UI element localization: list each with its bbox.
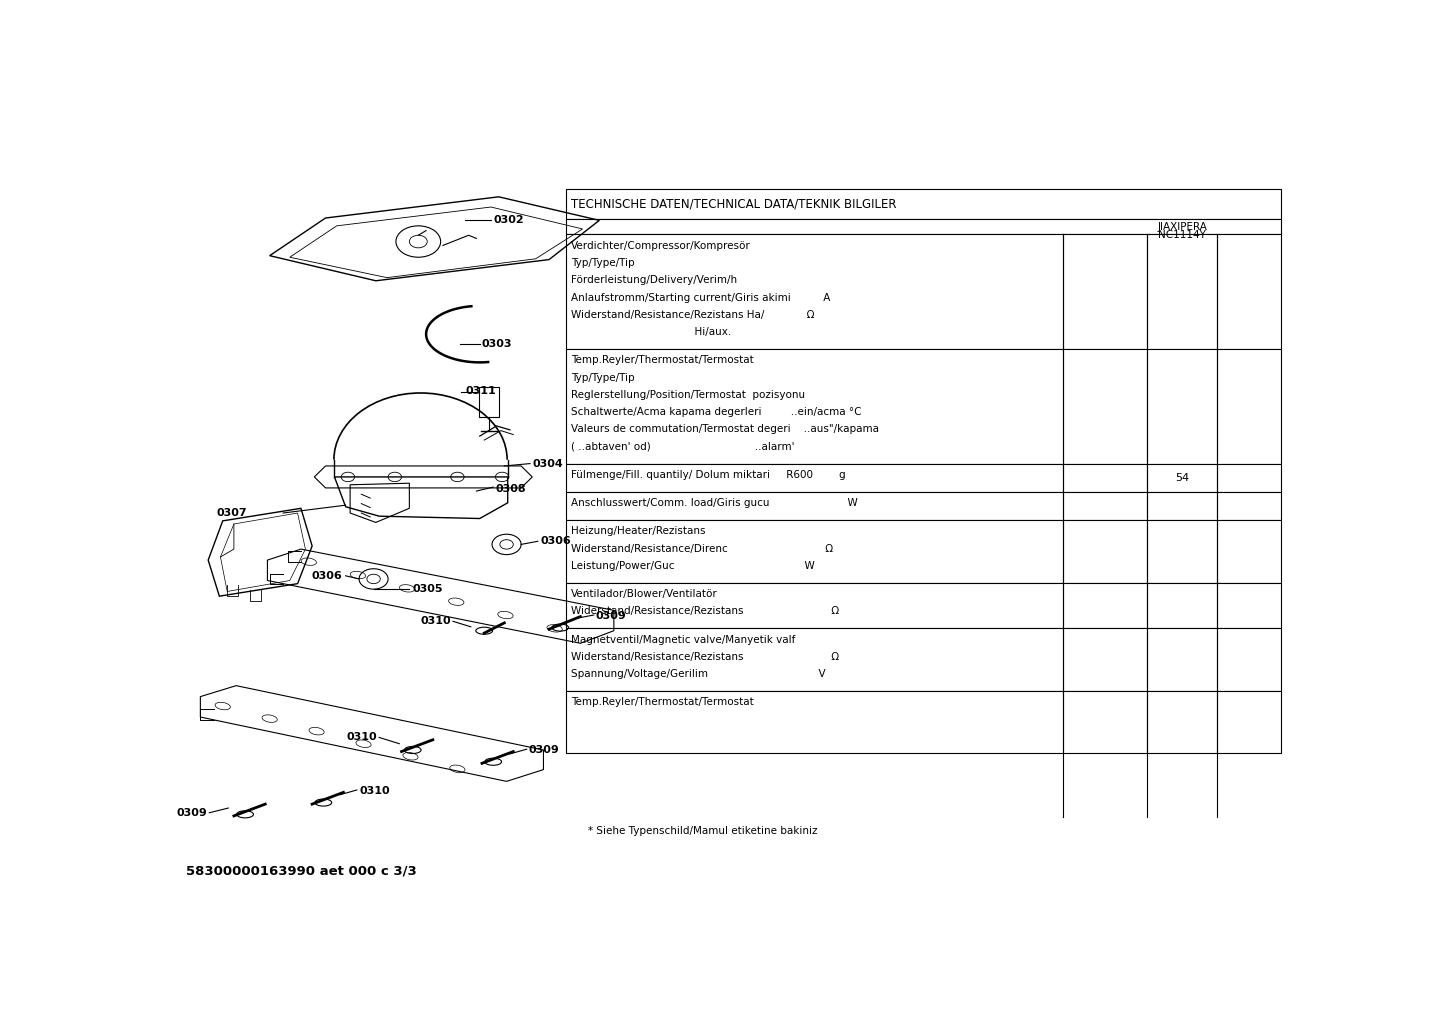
Text: 0310: 0310 <box>346 733 376 743</box>
Text: Anschlusswert/Comm. load/Giris gucu                        W: Anschlusswert/Comm. load/Giris gucu W <box>571 498 858 508</box>
Text: Temp.Reyler/Thermostat/Termostat: Temp.Reyler/Thermostat/Termostat <box>571 697 754 707</box>
Bar <box>565 189 1280 219</box>
Text: Verdichter/Compressor/Kompresör: Verdichter/Compressor/Kompresör <box>571 240 751 251</box>
Text: NC1114Y: NC1114Y <box>1158 229 1206 239</box>
Text: 0305: 0305 <box>412 584 443 594</box>
Bar <box>565 583 1280 629</box>
Text: ( ..abtaven' od)                                ..alarm': ( ..abtaven' od) ..alarm' <box>571 441 795 451</box>
Text: Hi/aux.: Hi/aux. <box>571 327 731 337</box>
Text: 0309: 0309 <box>176 808 208 818</box>
Text: 58300000163990 aet 000 c 3/3: 58300000163990 aet 000 c 3/3 <box>186 864 417 877</box>
Bar <box>565 691 1280 753</box>
Bar <box>565 234 1280 350</box>
Text: 54: 54 <box>1175 473 1190 483</box>
Text: 0307: 0307 <box>216 508 248 518</box>
Text: Widerstand/Resistance/Rezistans                           Ω: Widerstand/Resistance/Rezistans Ω <box>571 652 839 662</box>
Text: Widerstand/Resistance/Rezistans                           Ω: Widerstand/Resistance/Rezistans Ω <box>571 606 839 616</box>
Text: Widerstand/Resistance/Direnc                              Ω: Widerstand/Resistance/Direnc Ω <box>571 543 833 553</box>
Text: Schaltwerte/Acma kapama degerleri         ..ein/acma °C: Schaltwerte/Acma kapama degerleri ..ein/… <box>571 408 862 417</box>
Text: 0306: 0306 <box>311 571 342 581</box>
Text: Temp.Reyler/Thermostat/Termostat: Temp.Reyler/Thermostat/Termostat <box>571 356 754 366</box>
Text: Förderleistung/Delivery/Verim/h: Förderleistung/Delivery/Verim/h <box>571 275 737 285</box>
Text: 0309: 0309 <box>529 745 559 755</box>
Text: 0308: 0308 <box>496 484 526 493</box>
Text: Ventilador/Blower/Ventilatör: Ventilador/Blower/Ventilatör <box>571 589 718 599</box>
Text: 0304: 0304 <box>532 460 562 470</box>
Bar <box>565 464 1280 492</box>
Text: Typ/Type/Tip: Typ/Type/Tip <box>571 373 634 382</box>
Text: JIAXIPERA: JIAXIPERA <box>1156 222 1207 232</box>
Text: Fülmenge/Fill. quantily/ Dolum miktari     R600        g: Fülmenge/Fill. quantily/ Dolum miktari R… <box>571 470 846 480</box>
Text: Typ/Type/Tip: Typ/Type/Tip <box>571 258 634 268</box>
Bar <box>565 350 1280 464</box>
Bar <box>565 520 1280 583</box>
Text: Leistung/Power/Guc                                        W: Leistung/Power/Guc W <box>571 560 815 571</box>
Text: Widerstand/Resistance/Rezistans Ha/             Ω: Widerstand/Resistance/Rezistans Ha/ Ω <box>571 310 815 320</box>
Bar <box>479 386 499 417</box>
Text: 0306: 0306 <box>541 536 571 546</box>
Bar <box>565 629 1280 691</box>
Bar <box>565 219 1280 234</box>
Text: 0302: 0302 <box>493 215 523 224</box>
Text: Heizung/Heater/Rezistans: Heizung/Heater/Rezistans <box>571 527 707 536</box>
Text: Reglerstellung/Position/Termostat  pozisyonu: Reglerstellung/Position/Termostat pozisy… <box>571 390 806 399</box>
Text: TECHNISCHE DATEN/TECHNICAL DATA/TEKNIK BILGILER: TECHNISCHE DATEN/TECHNICAL DATA/TEKNIK B… <box>571 198 897 210</box>
Text: 0310: 0310 <box>359 786 389 796</box>
Text: 0311: 0311 <box>466 385 496 395</box>
Text: * Siehe Typenschild/Mamul etiketine bakiniz: * Siehe Typenschild/Mamul etiketine baki… <box>588 826 818 837</box>
Bar <box>565 492 1280 520</box>
Text: Valeurs de commutation/Termostat degeri    ..aus"/kapama: Valeurs de commutation/Termostat degeri … <box>571 424 880 434</box>
Text: 0310: 0310 <box>420 616 451 627</box>
Text: 0303: 0303 <box>482 338 512 348</box>
Text: 0309: 0309 <box>596 610 627 621</box>
Text: Spannung/Voltage/Gerilim                                  V: Spannung/Voltage/Gerilim V <box>571 669 826 680</box>
Text: Anlaufstromm/Starting current/Giris akimi          A: Anlaufstromm/Starting current/Giris akim… <box>571 292 831 303</box>
Text: Magnetventil/Magnetic valve/Manyetik valf: Magnetventil/Magnetic valve/Manyetik val… <box>571 635 796 645</box>
